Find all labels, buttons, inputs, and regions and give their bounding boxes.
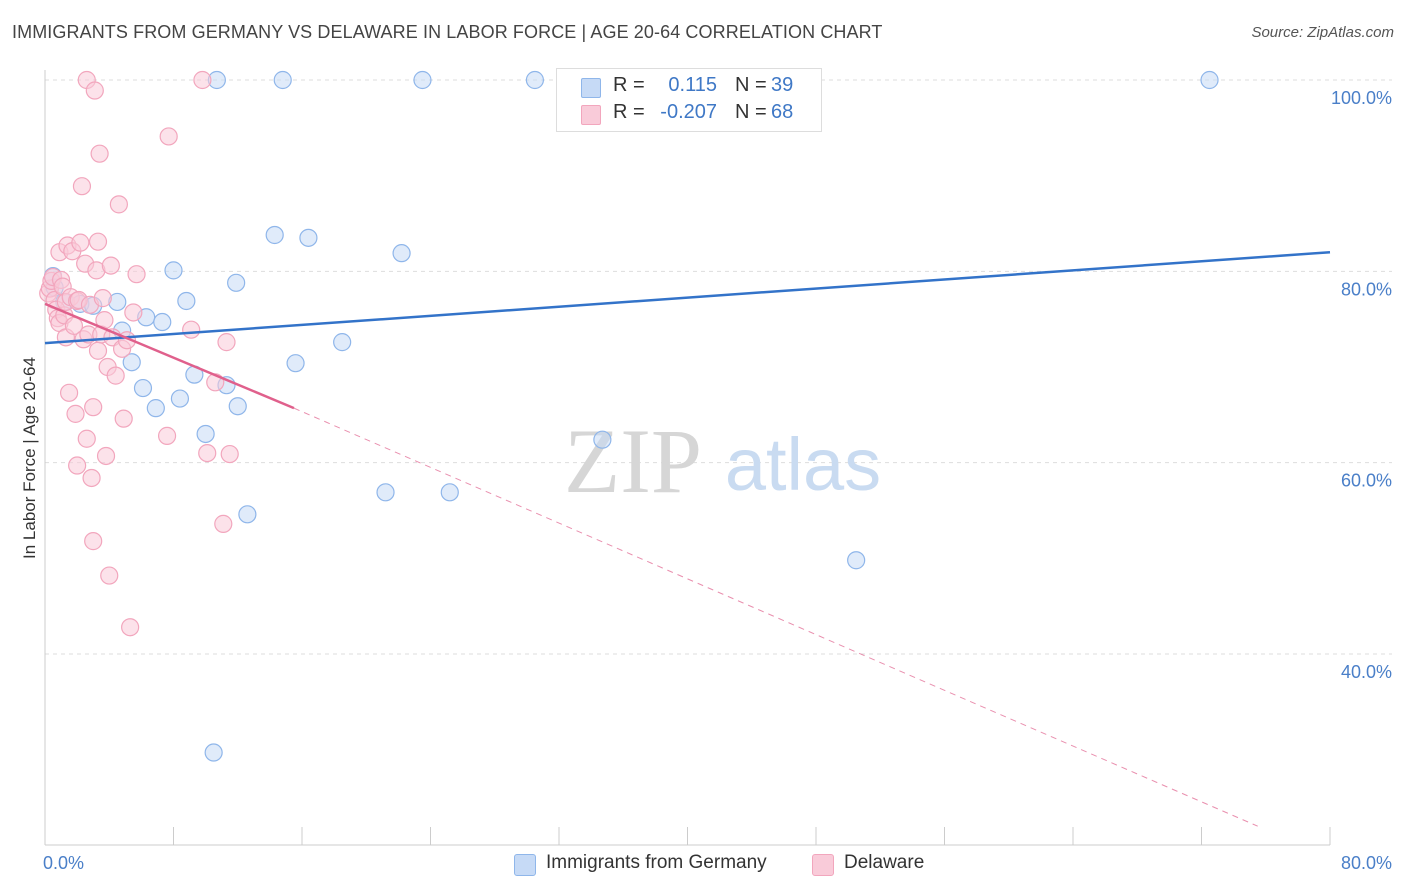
watermark-zip: ZIP	[564, 410, 702, 512]
bottom-legend-swatch-delaware	[812, 854, 834, 876]
point-germany	[164, 261, 183, 280]
watermark: ZIP atlas	[564, 410, 881, 512]
y-tick-label: 60.0%	[1341, 471, 1392, 491]
point-germany	[133, 378, 153, 398]
point-germany	[413, 70, 432, 90]
point-germany	[273, 70, 292, 90]
legend-r-label: R =	[613, 74, 645, 96]
trend-line-germany	[44, 250, 1331, 345]
point-delaware	[66, 404, 85, 423]
point-delaware	[90, 144, 109, 163]
point-delaware	[72, 177, 92, 196]
legend-row-delaware: R = -0.207 N = 68	[557, 101, 821, 127]
point-delaware	[109, 195, 128, 214]
bottom-legend: Immigrants from Germany Delaware	[0, 852, 1406, 878]
point-germany	[170, 389, 190, 408]
trend-lines	[44, 250, 1331, 827]
point-germany	[440, 483, 459, 502]
tick-labels: 40.0% 60.0% 80.0% 100.0% 0.0% 80.0%	[43, 88, 1392, 873]
y-tick-label: 40.0%	[1341, 662, 1392, 682]
point-germany	[1200, 70, 1219, 90]
point-germany	[392, 244, 411, 263]
legend-swatch-delaware	[581, 105, 601, 125]
point-germany	[227, 273, 246, 292]
point-germany	[299, 228, 318, 247]
point-germany	[376, 483, 395, 502]
point-delaware	[159, 127, 178, 146]
legend-r-value-delaware: -0.207	[660, 101, 717, 123]
point-delaware	[77, 429, 96, 448]
legend-n-label: N =	[735, 74, 767, 96]
point-delaware	[101, 256, 120, 275]
point-germany	[153, 312, 172, 332]
point-delaware	[85, 81, 104, 100]
bottom-legend-label-germany: Immigrants from Germany	[546, 852, 767, 873]
source-label: Source: ZipAtlas.com	[1251, 24, 1394, 41]
data-points	[39, 70, 1219, 762]
legend-r-label: R =	[613, 101, 645, 123]
point-delaware	[68, 456, 87, 475]
bottom-legend-label-delaware: Delaware	[844, 852, 925, 873]
point-delaware	[114, 409, 133, 428]
point-delaware	[217, 333, 236, 352]
point-delaware	[93, 289, 112, 308]
point-germany	[122, 353, 141, 372]
y-axis-label: In Labor Force | Age 20-64	[20, 357, 39, 559]
point-delaware	[64, 316, 84, 335]
point-delaware	[157, 426, 177, 445]
y-tick-label: 100.0%	[1331, 88, 1392, 108]
point-germany	[196, 424, 215, 444]
trend-line-delaware	[44, 302, 295, 410]
axes	[44, 70, 1331, 846]
point-delaware	[127, 265, 146, 284]
point-delaware	[106, 366, 125, 385]
point-delaware	[96, 446, 116, 466]
watermark-atlas: atlas	[725, 423, 881, 506]
legend-swatch-germany	[581, 78, 601, 98]
point-germany	[333, 333, 352, 352]
x-tick-label-max: 80.0%	[1341, 853, 1392, 873]
point-delaware	[88, 341, 108, 360]
point-delaware	[82, 468, 101, 488]
point-delaware	[84, 398, 103, 417]
point-germany	[204, 743, 223, 762]
point-delaware	[84, 532, 103, 551]
chart-title: IMMIGRANTS FROM GERMANY VS DELAWARE IN L…	[12, 22, 883, 42]
point-delaware	[193, 70, 212, 90]
grid-lines	[45, 79, 1392, 655]
point-delaware	[59, 383, 79, 402]
y-tick-label: 80.0%	[1341, 279, 1392, 299]
legend-n-label: N =	[735, 101, 767, 123]
point-germany	[177, 291, 196, 311]
point-germany	[228, 397, 247, 416]
legend-r-value-germany: 0.115	[668, 74, 717, 96]
point-germany	[238, 505, 257, 524]
point-delaware	[71, 233, 90, 252]
point-delaware	[121, 618, 140, 637]
point-germany	[847, 551, 866, 570]
point-delaware	[220, 444, 239, 464]
point-delaware	[88, 232, 108, 251]
point-delaware	[182, 320, 201, 339]
point-delaware	[100, 566, 119, 585]
point-germany	[265, 225, 284, 245]
legend-n-value-germany: 39	[771, 74, 794, 96]
legend-box: R = 0.115 N = 39 R = -0.207 N = 68	[556, 68, 822, 132]
point-delaware	[198, 444, 217, 463]
point-germany	[286, 354, 305, 373]
point-germany	[525, 70, 545, 90]
point-delaware	[214, 514, 233, 533]
point-delaware	[124, 303, 143, 322]
x-tick-label-min: 0.0%	[43, 853, 84, 873]
point-germany	[146, 399, 165, 418]
bottom-legend-swatch-germany	[514, 854, 536, 876]
point-germany	[593, 430, 612, 449]
legend-n-value-delaware: 68	[771, 101, 794, 123]
legend-row-germany: R = 0.115 N = 39	[557, 74, 821, 100]
